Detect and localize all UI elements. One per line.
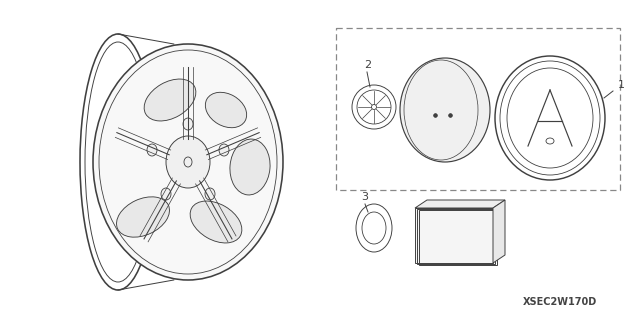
Ellipse shape: [219, 144, 229, 156]
Polygon shape: [415, 200, 505, 208]
Ellipse shape: [93, 44, 283, 280]
Text: 2: 2: [364, 60, 371, 70]
Ellipse shape: [161, 188, 171, 200]
Ellipse shape: [205, 92, 246, 128]
Text: XSEC2W170D: XSEC2W170D: [523, 297, 597, 307]
Ellipse shape: [183, 118, 193, 130]
Ellipse shape: [230, 139, 270, 195]
Ellipse shape: [400, 58, 490, 162]
Ellipse shape: [166, 136, 210, 188]
Polygon shape: [415, 208, 493, 263]
Polygon shape: [493, 200, 505, 263]
Ellipse shape: [205, 188, 215, 200]
Text: 3: 3: [361, 192, 368, 202]
Ellipse shape: [147, 144, 157, 156]
Ellipse shape: [144, 79, 196, 121]
Text: 1: 1: [618, 80, 625, 90]
Ellipse shape: [116, 197, 170, 237]
Ellipse shape: [190, 201, 242, 243]
Bar: [336, 28, 620, 190]
